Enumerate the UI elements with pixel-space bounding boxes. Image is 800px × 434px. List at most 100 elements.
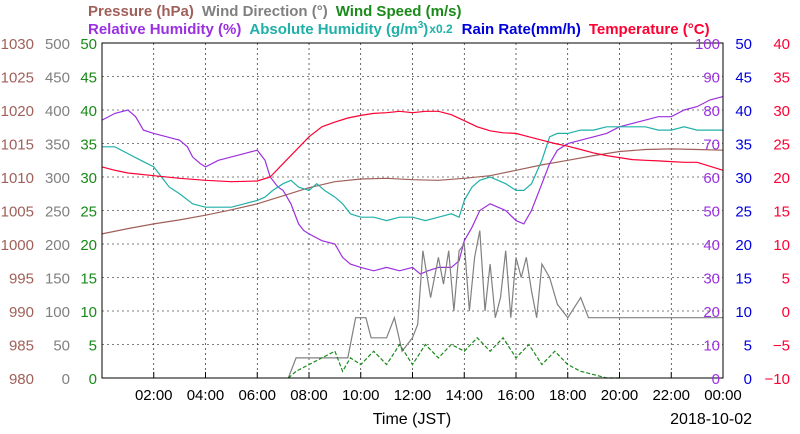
temperature-tick-label: 10 (773, 237, 790, 254)
legend-item: Rain Rate(mm/h) (462, 21, 581, 38)
legend-item: Temperature (°C) (589, 21, 710, 38)
temperature-tick-label: 5 (782, 271, 790, 288)
chart-header: Pressure (hPa) Wind Direction (°) Wind Spe… (88, 3, 710, 38)
wind-speed-tick-label: 40 (80, 103, 97, 120)
humidity-tick-label: 60 (703, 170, 720, 187)
x-axis-ticks: 02:00 04:00 06:00 08:00 10:00 12:00 14:00 16:00… (135, 372, 742, 404)
wind-speed-tick-label: 0 (89, 371, 97, 388)
humidity-tick-label: 10 (703, 338, 720, 355)
wind-speed-tick-label: 10 (80, 304, 97, 321)
pressure-tick-label: 1020 (1, 103, 34, 120)
series-line-wind-speed (287, 336, 620, 379)
x-tick-label: 08:00 (290, 387, 328, 404)
x-tick-label: 10:00 (342, 387, 380, 404)
temperature-tick-label: 0 (782, 304, 790, 321)
wind-direction-tick-label: 100 (45, 304, 70, 321)
humidity-tick-label: 80 (703, 103, 720, 120)
wind-direction-tick-label: 300 (45, 170, 70, 187)
rain-rate-tick-label: 5 (744, 338, 752, 355)
rain-rate-tick-label: 25 (735, 204, 752, 221)
right-axes: 0102030405060708090100051015202530354045… (695, 36, 790, 388)
x-tick-label: 14:00 (445, 387, 483, 404)
x-tick-label: 06:00 (238, 387, 276, 404)
series-line-temperature (101, 110, 724, 183)
temperature-tick-label: 30 (773, 103, 790, 120)
x-axis-label: Time (JST) (373, 411, 452, 428)
rain-rate-tick-label: 35 (735, 137, 752, 154)
temperature-tick-label: 20 (773, 170, 790, 187)
x-tick-label: 20:00 (601, 387, 639, 404)
legend-suffix: x0.2 (429, 22, 453, 36)
wind-direction-tick-label: 450 (45, 70, 70, 87)
wind-direction-tick-label: 50 (53, 338, 70, 355)
pressure-tick-label: 1025 (1, 70, 34, 87)
rain-rate-tick-label: 0 (744, 371, 752, 388)
rain-rate-tick-label: 40 (735, 103, 752, 120)
humidity-tick-label: 100 (695, 36, 720, 53)
humidity-tick-label: 90 (703, 70, 720, 87)
wind-direction-tick-label: 200 (45, 237, 70, 254)
wind-direction-tick-label: 150 (45, 271, 70, 288)
temperature-tick-label: −5 (773, 338, 790, 355)
humidity-tick-label: 70 (703, 137, 720, 154)
rain-rate-tick-label: 50 (735, 36, 752, 53)
pressure-tick-label: 990 (9, 304, 34, 321)
humidity-tick-label: 50 (703, 204, 720, 221)
wind-speed-tick-label: 50 (80, 36, 97, 53)
pressure-tick-label: 1030 (1, 36, 34, 53)
chart-series (101, 96, 724, 379)
wind-speed-tick-label: 15 (80, 271, 97, 288)
rain-rate-tick-label: 30 (735, 170, 752, 187)
left-axes: 9809859909951000100510101015102010251030… (1, 36, 97, 388)
pressure-tick-label: 995 (9, 271, 34, 288)
rain-rate-tick-label: 10 (735, 304, 752, 321)
legend-item: Wind Direction (°) (202, 3, 328, 20)
x-tick-label: 00:00 (704, 387, 742, 404)
rain-rate-tick-label: 45 (735, 70, 752, 87)
wind-direction-tick-label: 0 (62, 371, 70, 388)
series-line-pressure (101, 148, 724, 235)
pressure-tick-label: 980 (9, 371, 34, 388)
x-tick-label: 18:00 (549, 387, 587, 404)
x-tick-label: 22:00 (652, 387, 690, 404)
legend-item: Pressure (hPa) (88, 3, 194, 20)
wind-direction-tick-label: 400 (45, 103, 70, 120)
wind-speed-tick-label: 5 (89, 338, 97, 355)
series-line-humidity (102, 126, 723, 222)
series-line-wind-direction (287, 230, 723, 379)
legend-item: Relative Humidity (%) (88, 21, 241, 38)
wind-direction-tick-label: 500 (45, 36, 70, 53)
pressure-tick-label: 1005 (1, 204, 34, 221)
pressure-tick-label: 985 (9, 338, 34, 355)
wind-speed-tick-label: 35 (80, 137, 97, 154)
rain-rate-tick-label: 20 (735, 237, 752, 254)
x-tick-label: 16:00 (497, 387, 535, 404)
chart-grid (102, 43, 723, 378)
legend-item: Absolute Humidity (g/m3) (249, 20, 428, 38)
temperature-tick-label: 25 (773, 137, 790, 154)
pressure-tick-label: 1010 (1, 170, 34, 187)
wind-speed-tick-label: 20 (80, 237, 97, 254)
humidity-tick-label: 40 (703, 237, 720, 254)
wind-direction-tick-label: 350 (45, 137, 70, 154)
humidity-tick-label: 0 (712, 371, 720, 388)
wind-direction-tick-label: 250 (45, 204, 70, 221)
temperature-tick-label: 15 (773, 204, 790, 221)
wind-speed-tick-label: 30 (80, 170, 97, 187)
wind-speed-tick-label: 25 (80, 204, 97, 221)
rain-rate-tick-label: 15 (735, 271, 752, 288)
temperature-tick-label: −10 (765, 371, 790, 388)
x-tick-label: 02:00 (135, 387, 173, 404)
series-line-humidity (101, 96, 724, 275)
x-tick-label: 12:00 (394, 387, 432, 404)
wind-speed-tick-label: 45 (80, 70, 97, 87)
humidity-tick-label: 20 (703, 304, 720, 321)
legend-item: Wind Speed (m/s) (336, 3, 462, 20)
pressure-tick-label: 1015 (1, 137, 34, 154)
x-tick-label: 04:00 (187, 387, 225, 404)
pressure-tick-label: 1000 (1, 237, 34, 254)
temperature-tick-label: 35 (773, 70, 790, 87)
humidity-tick-label: 30 (703, 271, 720, 288)
temperature-tick-label: 40 (773, 36, 790, 53)
